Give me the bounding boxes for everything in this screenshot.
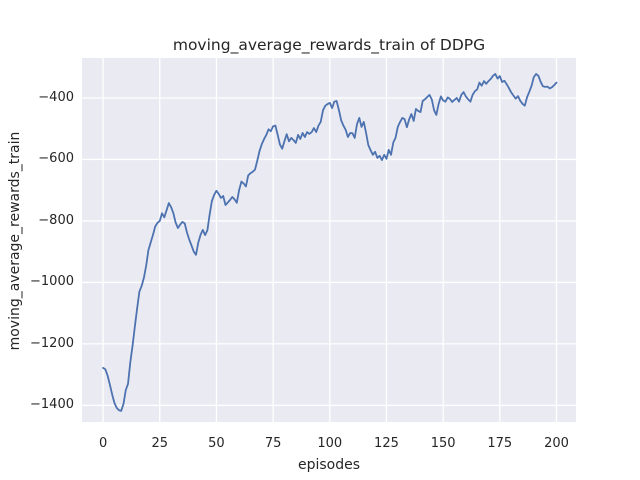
x-tick-label: 25 [151, 436, 169, 451]
x-tick-label: 150 [430, 436, 456, 451]
x-tick-label: 200 [544, 436, 569, 451]
x-tick-label: 100 [317, 436, 343, 451]
chart-svg [82, 58, 576, 422]
y-tick-label: −400 [38, 89, 74, 105]
x-axis-label: episodes [297, 457, 361, 473]
y-tick-label: −600 [38, 151, 74, 167]
y-tick-label: −1200 [30, 335, 74, 351]
plot-area [82, 58, 576, 422]
y-tick-label: −800 [38, 212, 74, 228]
x-tick-label: 175 [487, 436, 513, 451]
x-tick-label: 0 [98, 436, 108, 451]
y-tick-label: −1000 [30, 274, 74, 290]
chart-title: moving_average_rewards_train of DDPG [172, 36, 486, 54]
x-tick-label: 125 [374, 436, 399, 451]
line-series-moving-average [102, 73, 558, 412]
gridlines [82, 58, 576, 422]
y-tick-label: −1400 [30, 397, 74, 413]
x-tick-label: 50 [208, 436, 225, 451]
x-tick-label: 75 [264, 436, 282, 451]
